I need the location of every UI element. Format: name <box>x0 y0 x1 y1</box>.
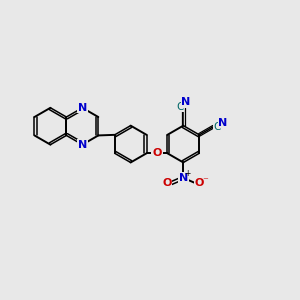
Text: C: C <box>176 102 184 112</box>
Text: O: O <box>194 178 203 188</box>
Text: N: N <box>218 118 227 128</box>
Text: N: N <box>181 98 190 107</box>
Text: O: O <box>152 148 162 158</box>
Text: N: N <box>78 103 87 113</box>
Text: O: O <box>163 178 172 188</box>
Text: ⁻: ⁻ <box>202 176 208 186</box>
Text: C: C <box>213 122 221 132</box>
Text: +: + <box>184 169 190 178</box>
Text: N: N <box>179 173 188 183</box>
Text: N: N <box>78 140 87 150</box>
